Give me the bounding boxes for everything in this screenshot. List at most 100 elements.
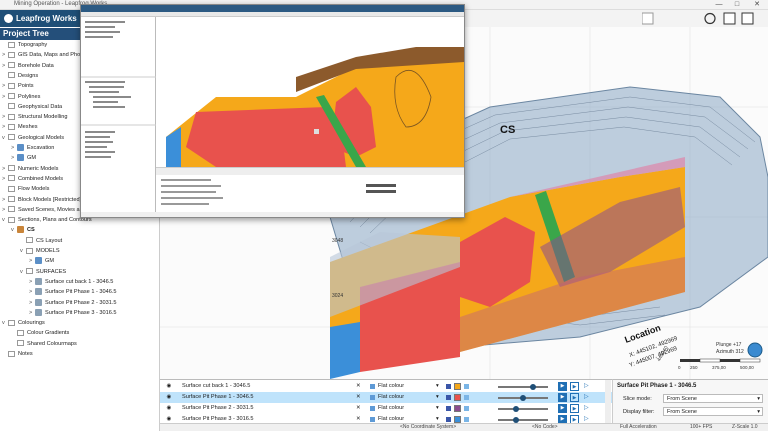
- tree-item[interactable]: Flow Models: [2, 185, 49, 194]
- zscale-status[interactable]: Z-Scale 1.0: [732, 424, 758, 430]
- opacity-slider-handle[interactable]: [530, 383, 536, 390]
- tree-item[interactable]: > Combined Models: [2, 175, 63, 184]
- tree-item[interactable]: > Surface Pit Phase 1 - 3046.5: [29, 288, 117, 297]
- tree-item[interactable]: > Meshes: [2, 123, 38, 132]
- chevron-right-icon[interactable]: >: [29, 309, 33, 316]
- eye-icon[interactable]: ◉: [166, 416, 172, 422]
- colour-swatch[interactable]: [454, 383, 461, 390]
- opacity-slider-handle[interactable]: [512, 416, 519, 423]
- tree-item[interactable]: v SURFACES: [20, 268, 66, 277]
- slice-toggle-icon[interactable]: ▶: [558, 382, 567, 391]
- opacity-slider[interactable]: [498, 419, 548, 421]
- next-icon[interactable]: ▷: [584, 394, 589, 400]
- slice-toggle-icon[interactable]: ▶: [558, 404, 567, 413]
- tree-item[interactable]: > Structural Modelling: [2, 113, 67, 122]
- tree-item[interactable]: Designs: [2, 72, 38, 81]
- code-status[interactable]: <No Code>: [532, 424, 558, 430]
- chevron-down-icon[interactable]: v: [11, 227, 14, 234]
- tree-item[interactable]: > Block Models [Restricted]: [2, 196, 81, 205]
- play-icon[interactable]: ▶: [570, 382, 579, 391]
- display-filter-select[interactable]: From Scene ▾: [663, 407, 763, 416]
- chevron-right-icon[interactable]: >: [2, 196, 6, 203]
- chevron-right-icon[interactable]: >: [11, 145, 15, 151]
- chevron-right-icon[interactable]: >: [2, 165, 6, 172]
- tree-item[interactable]: > GM: [29, 257, 54, 266]
- chevron-right-icon[interactable]: >: [29, 278, 33, 285]
- tree-item[interactable]: v CS: [11, 226, 35, 235]
- slice-toggle-icon[interactable]: ▶: [558, 415, 567, 424]
- tree-item[interactable]: v Colourings: [2, 319, 45, 328]
- tree-item[interactable]: v Geological Models: [2, 134, 64, 143]
- tree-item[interactable]: > Surface cut back 1 - 3046.5: [29, 277, 113, 287]
- chevron-right-icon[interactable]: >: [2, 206, 6, 213]
- chevron-right-icon[interactable]: >: [2, 175, 6, 182]
- tree-item[interactable]: > GIS Data, Maps and Photos: [2, 51, 88, 60]
- remove-icon[interactable]: ✕: [356, 394, 361, 400]
- opacity-slider[interactable]: [498, 386, 548, 388]
- tree-item[interactable]: > GM: [11, 154, 36, 163]
- shape-list-row[interactable]: ◉ Surface cut back 1 - 3046.5 ✕ Flat colour…: [160, 381, 612, 392]
- next-icon[interactable]: ▷: [584, 416, 589, 422]
- chevron-down-icon[interactable]: v: [20, 268, 23, 275]
- shape-list-scrollbar[interactable]: [605, 380, 611, 424]
- colour-legend-icon[interactable]: [464, 417, 469, 422]
- tree-item[interactable]: Notes: [2, 350, 33, 359]
- colour-legend-icon[interactable]: [464, 384, 469, 389]
- tree-item[interactable]: > Numeric Models: [2, 165, 58, 174]
- colour-legend-icon[interactable]: [464, 395, 469, 400]
- tree-item[interactable]: > Saved Scenes, Movies and Views: [2, 206, 102, 215]
- chevron-down-icon[interactable]: v: [2, 217, 5, 224]
- eye-icon[interactable]: ◉: [166, 394, 172, 400]
- chevron-down-icon[interactable]: v: [2, 320, 5, 327]
- slice-toggle-icon[interactable]: ▶: [558, 393, 567, 402]
- eye-icon[interactable]: ◉: [166, 383, 172, 389]
- tree-item[interactable]: > Polylines: [2, 93, 40, 102]
- chevron-right-icon[interactable]: >: [29, 299, 33, 306]
- colour-swatch[interactable]: [454, 405, 461, 412]
- chevron-right-icon[interactable]: >: [2, 93, 6, 100]
- chevron-down-icon[interactable]: ▾: [436, 383, 439, 389]
- tree-item[interactable]: > Borehole Data: [2, 62, 54, 71]
- slice-mode-select[interactable]: From Scene ▾: [663, 394, 763, 403]
- eye-icon[interactable]: ◉: [166, 405, 172, 411]
- opacity-slider-handle[interactable]: [512, 405, 519, 412]
- tree-item[interactable]: Shared Colourmaps: [11, 340, 77, 349]
- tree-item[interactable]: > Points: [2, 82, 34, 91]
- next-icon[interactable]: ▷: [584, 405, 589, 411]
- chevron-right-icon[interactable]: >: [2, 83, 6, 90]
- shape-list-row[interactable]: ◉ Surface Pit Phase 1 - 3046.5 ✕ Flat colou…: [160, 392, 612, 403]
- chevron-right-icon[interactable]: >: [29, 289, 33, 296]
- colour-legend-icon[interactable]: [464, 406, 469, 411]
- chevron-right-icon[interactable]: >: [29, 258, 33, 265]
- remove-icon[interactable]: ✕: [356, 383, 361, 389]
- tree-item[interactable]: v MODELS: [20, 247, 60, 256]
- chevron-right-icon[interactable]: >: [2, 124, 6, 131]
- remove-icon[interactable]: ✕: [356, 405, 361, 411]
- play-icon[interactable]: ▶: [570, 404, 579, 413]
- tree-item[interactable]: CS Layout: [20, 237, 62, 246]
- tree-item[interactable]: > Excavation: [11, 144, 54, 153]
- remove-icon[interactable]: ✕: [356, 416, 361, 422]
- colour-swatch[interactable]: [454, 394, 461, 401]
- close-button[interactable]: ✕: [754, 1, 760, 8]
- shape-list-row[interactable]: ◉ Surface Pit Phase 2 - 3031.5 ✕ Flat colou…: [160, 403, 612, 414]
- play-icon[interactable]: ▶: [570, 393, 579, 402]
- chevron-right-icon[interactable]: >: [2, 62, 6, 69]
- minimize-button[interactable]: —: [715, 1, 723, 8]
- tree-item[interactable]: > Surface Pit Phase 2 - 3031.5: [29, 298, 117, 308]
- opacity-slider-handle[interactable]: [520, 394, 526, 401]
- chevron-right-icon[interactable]: >: [2, 52, 6, 59]
- opacity-slider[interactable]: [498, 408, 548, 410]
- chevron-down-icon[interactable]: ▾: [436, 405, 439, 411]
- shape-list-row[interactable]: ◉ Surface Pit Phase 3 - 3016.5 ✕ Flat colou…: [160, 414, 612, 425]
- tree-item[interactable]: > Surface Pit Phase 3 - 3016.5: [29, 308, 117, 318]
- tree-item[interactable]: Topography: [2, 41, 47, 50]
- chevron-down-icon[interactable]: ▾: [436, 394, 439, 400]
- maximize-button[interactable]: □: [734, 1, 740, 8]
- chevron-down-icon[interactable]: ▾: [436, 416, 439, 422]
- chevron-right-icon[interactable]: >: [2, 114, 6, 121]
- tree-item[interactable]: Geophysical Data: [2, 103, 62, 112]
- tree-item[interactable]: v Sections, Plans and Contours: [2, 216, 92, 225]
- colour-swatch[interactable]: [454, 416, 461, 423]
- chevron-down-icon[interactable]: v: [20, 248, 23, 254]
